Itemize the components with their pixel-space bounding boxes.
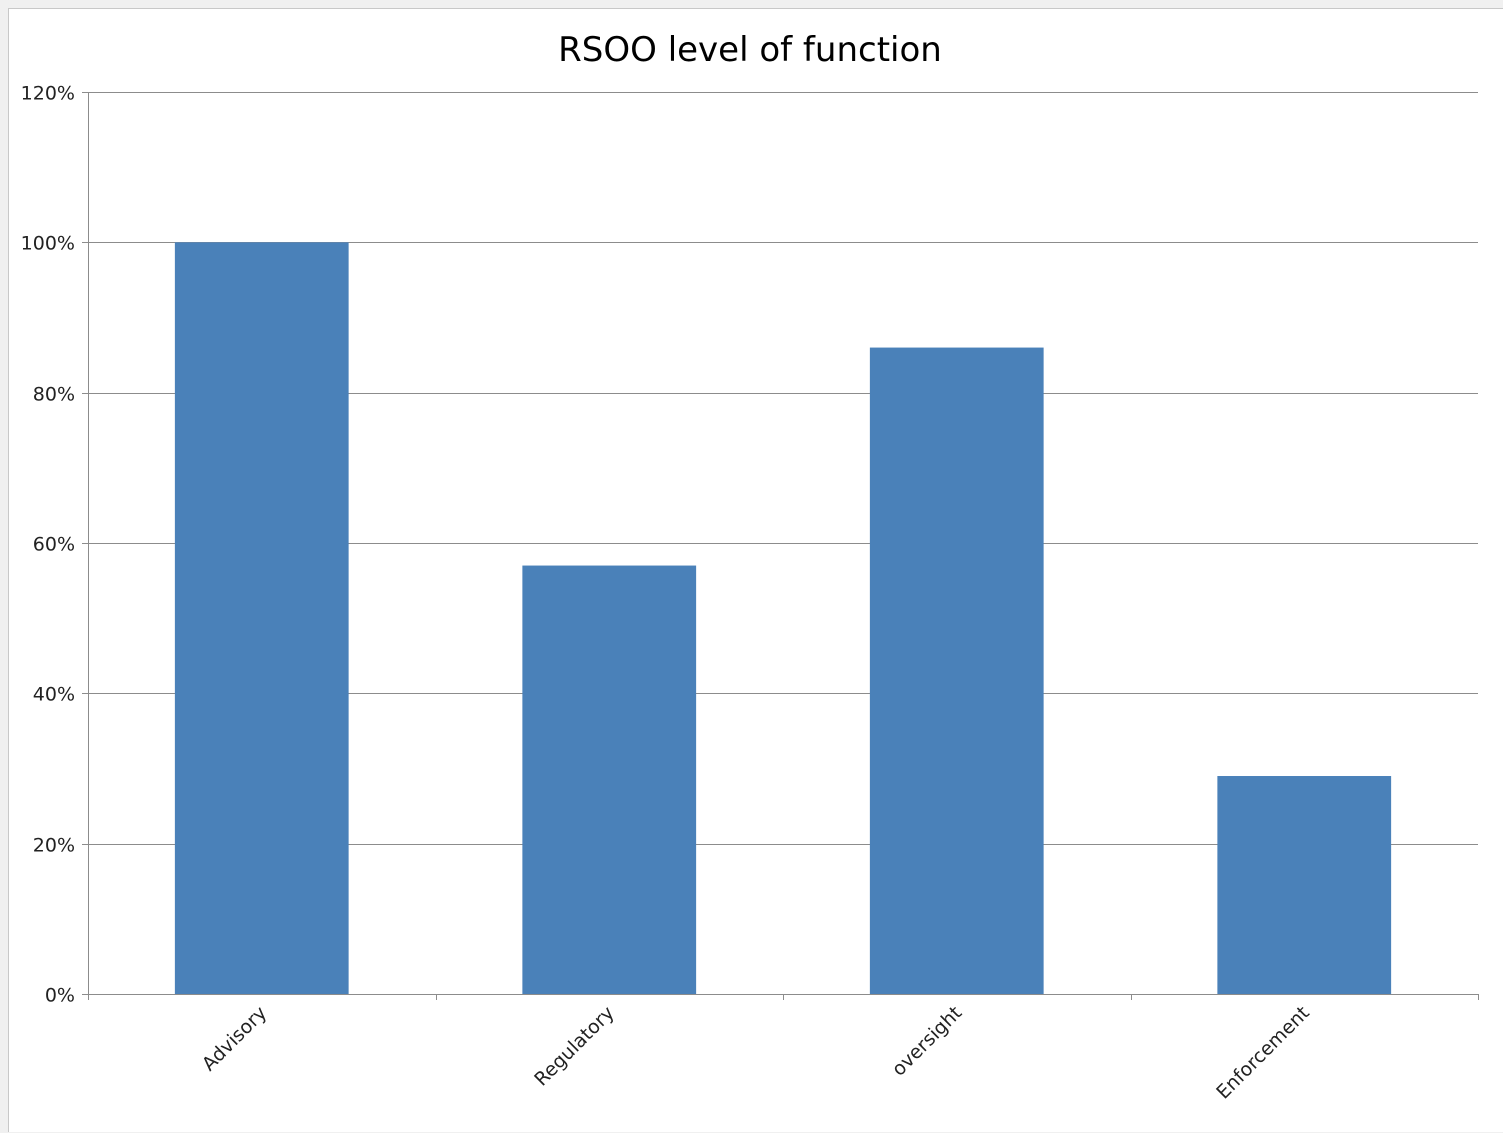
y-tick-label: 100% — [21, 233, 75, 255]
x-category-label: oversight — [888, 1002, 967, 1081]
x-category-label: Regulatory — [530, 1002, 619, 1091]
y-tick-label: 80% — [33, 384, 75, 406]
y-tick-label: 60% — [33, 534, 75, 556]
x-category-labels: Advisory Regulatory oversight Enforcement — [198, 1002, 1314, 1104]
chart-frame: RSOO level of function 0% 20% 40% 60% 80% 100… — [8, 8, 1503, 1132]
bars — [174, 242, 1392, 995]
bar-regulatory — [522, 565, 697, 994]
y-tick-label: 20% — [33, 835, 75, 857]
x-category-label: Enforcement — [1212, 1002, 1314, 1104]
bar-chart: RSOO level of function 0% 20% 40% 60% 80% 100… — [21, 30, 1479, 1104]
y-tick-label: 0% — [45, 985, 75, 1007]
chart-title: RSOO level of function — [558, 30, 942, 70]
axes — [82, 92, 1479, 1000]
bar-enforcement — [1217, 776, 1392, 994]
y-tick-label: 40% — [33, 684, 75, 706]
x-category-label: Advisory — [198, 1002, 271, 1075]
bar-advisory — [174, 242, 349, 995]
y-tick-labels: 0% 20% 40% 60% 80% 100% 120% — [21, 83, 75, 1007]
bar-oversight — [869, 347, 1044, 995]
y-tick-label: 120% — [21, 83, 75, 105]
